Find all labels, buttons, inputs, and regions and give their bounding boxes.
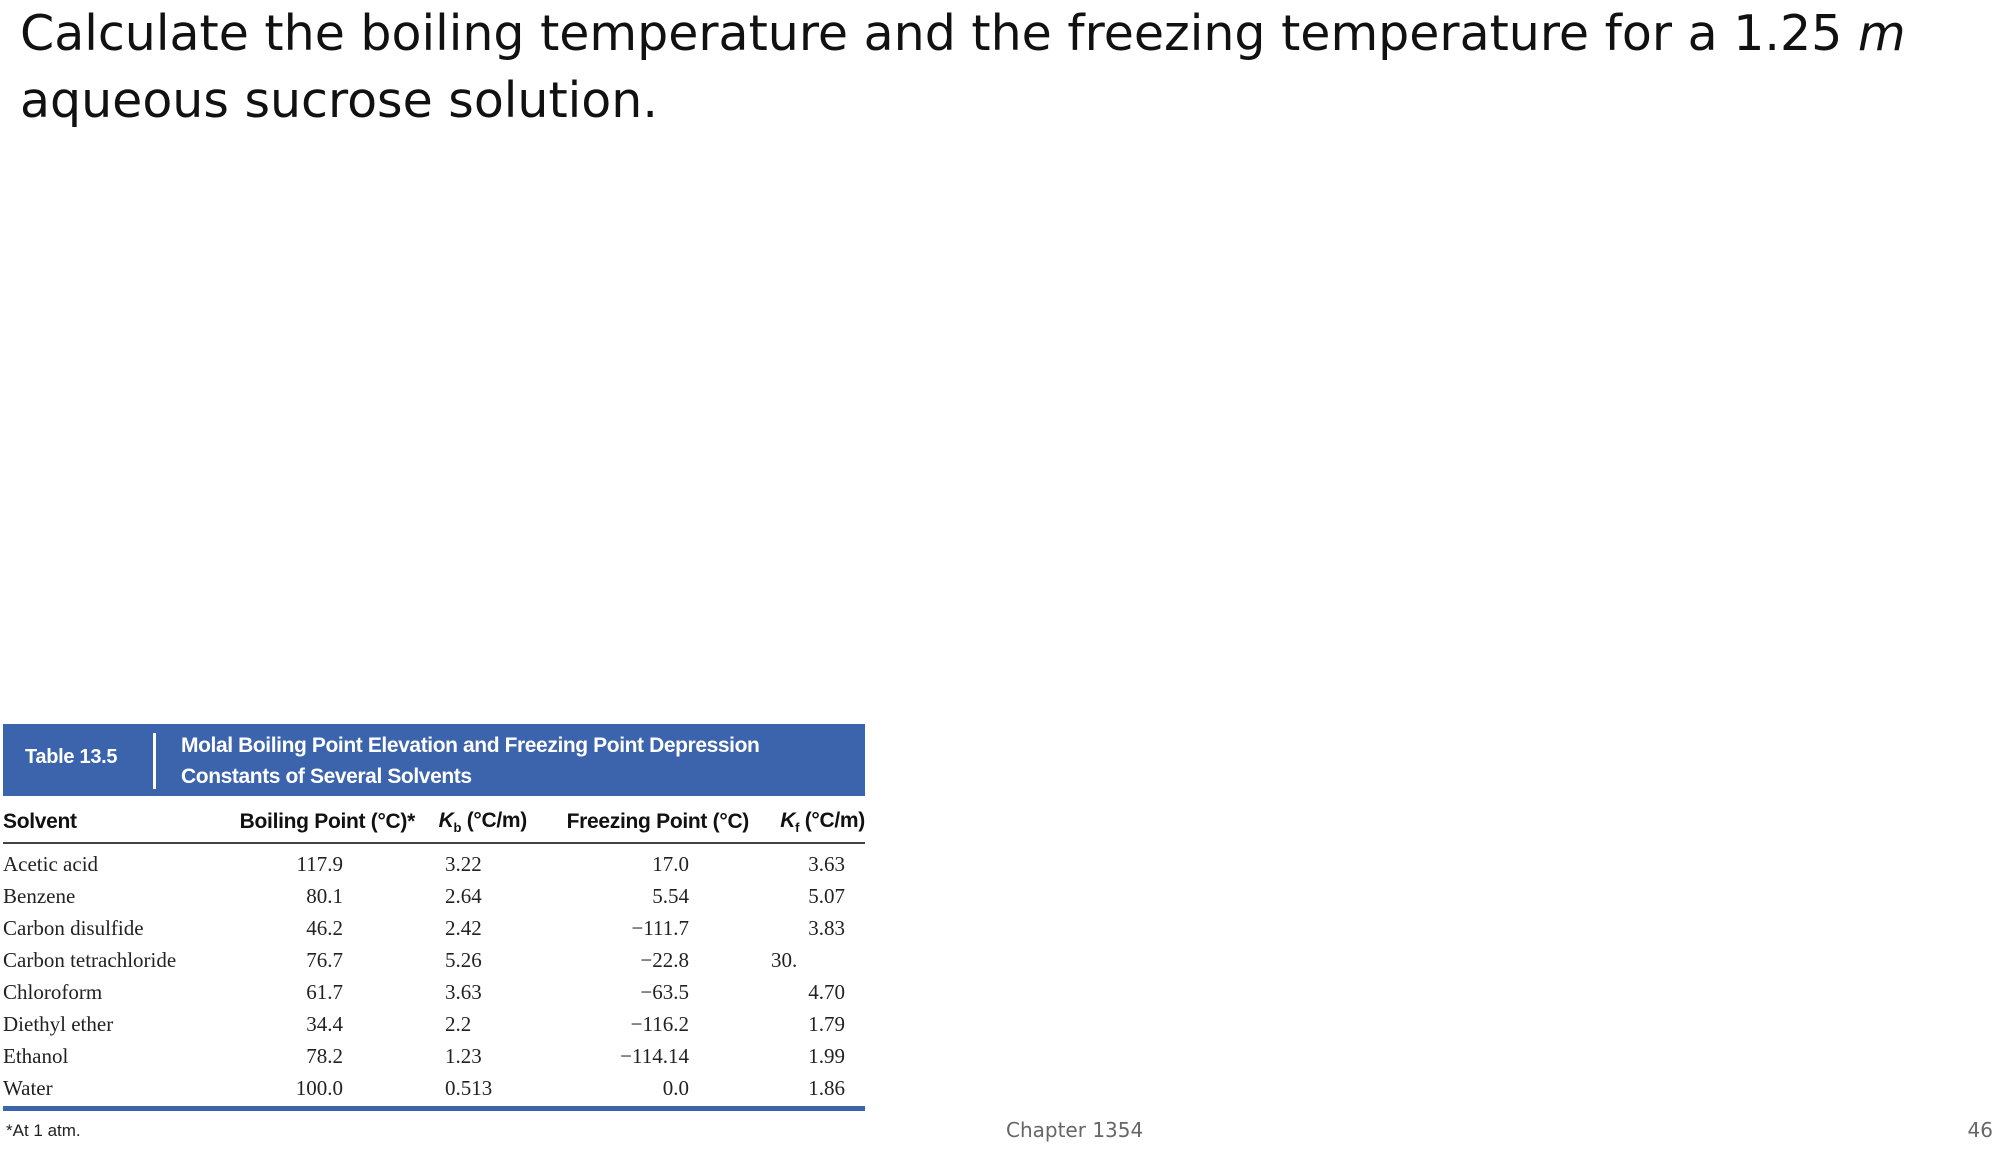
table-row: Acetic acid 117.9 3.22 17.0 3.63 <box>3 843 865 880</box>
cell-boiling-point: 61.7 <box>306 979 343 1004</box>
cell-boiling-point: 78.2 <box>306 1043 343 1068</box>
cell-freezing-point: −114.14 <box>620 1043 689 1068</box>
constants-table: Solvent Boiling Point (°C)* Kb (°C/m) Fr… <box>3 808 865 1104</box>
header-kf-symbol: K <box>780 808 796 832</box>
header-freezing-point: Freezing Point (°C) <box>527 808 749 844</box>
cell-kb: 2.2 <box>445 1011 472 1036</box>
cell-solvent: Chloroform <box>3 979 103 1004</box>
cell-kb: 0.513 <box>445 1075 493 1100</box>
cell-kf: 4.70 <box>808 979 845 1004</box>
header-kb-symbol: K <box>438 808 454 832</box>
header-kb: Kb (°C/m) <box>415 808 528 844</box>
question-text-before: Calculate the boiling temperature and th… <box>20 5 1858 62</box>
header-kb-unit: (°C/m) <box>461 808 528 832</box>
cell-solvent: Carbon disulfide <box>3 915 144 940</box>
cell-solvent: Acetic acid <box>3 851 99 876</box>
cell-boiling-point: 46.2 <box>306 915 343 940</box>
cell-kf: 30. <box>771 947 798 972</box>
cell-boiling-point: 117.9 <box>296 851 343 876</box>
cell-solvent: Benzene <box>3 883 76 908</box>
cell-freezing-point: 5.54 <box>652 883 689 908</box>
cell-kb: 2.64 <box>445 883 482 908</box>
table-banner: Table 13.5 Molal Boiling Point Elevation… <box>3 724 865 796</box>
table-row: Diethyl ether 34.4 2.2 −116.2 1.79 <box>3 1008 865 1040</box>
header-solvent: Solvent <box>3 808 208 844</box>
cell-kb: 2.42 <box>445 915 482 940</box>
cell-kf: 1.86 <box>808 1075 845 1100</box>
table-number: Table 13.5 <box>25 746 118 768</box>
table-header-row: Solvent Boiling Point (°C)* Kb (°C/m) Fr… <box>3 808 866 844</box>
cell-boiling-point: 80.1 <box>306 883 343 908</box>
cell-kb: 3.22 <box>445 851 482 876</box>
header-boiling-point: Boiling Point (°C)* <box>208 808 415 844</box>
header-kb-subscript: b <box>453 820 462 836</box>
footer-chapter: Chapter 1354 <box>1006 1118 1144 1142</box>
cell-solvent: Diethyl ether <box>3 1011 114 1036</box>
cell-kb: 1.23 <box>445 1043 482 1068</box>
table-row: Carbon disulfide 46.2 2.42 −111.7 3.83 <box>3 912 865 944</box>
cell-freezing-point: −116.2 <box>630 1011 689 1036</box>
cell-kf: 3.63 <box>808 851 845 876</box>
solvent-constants-table: Table 13.5 Molal Boiling Point Elevation… <box>3 724 865 1141</box>
table-row: Chloroform 61.7 3.63 −63.5 4.70 <box>3 976 865 1008</box>
table-row: Water 100.0 0.513 0.0 1.86 <box>3 1072 865 1104</box>
table-row: Ethanol 78.2 1.23 −114.14 1.99 <box>3 1040 865 1072</box>
cell-kb: 3.63 <box>445 979 482 1004</box>
table-bottom-rule <box>3 1106 865 1111</box>
cell-freezing-point: 0.0 <box>662 1075 689 1100</box>
cell-freezing-point: 17.0 <box>652 851 689 876</box>
cell-kf: 1.99 <box>808 1043 845 1068</box>
cell-solvent: Carbon tetrachloride <box>3 947 177 972</box>
table-title: Molal Boiling Point Elevation and Freezi… <box>181 734 760 788</box>
banner-divider <box>153 733 156 789</box>
cell-kf: 5.07 <box>808 883 845 908</box>
header-kf: Kf (°C/m) <box>749 808 866 844</box>
table-row: Carbon tetrachloride 76.7 5.26 −22.8 30. <box>3 944 865 976</box>
cell-freezing-point: −111.7 <box>631 915 689 940</box>
cell-freezing-point: −22.8 <box>640 947 689 972</box>
question-text: Calculate the boiling temperature and th… <box>20 0 1995 134</box>
table-row: Benzene 80.1 2.64 5.54 5.07 <box>3 880 865 912</box>
question-text-after: aqueous sucrose solution. <box>20 72 658 129</box>
cell-solvent: Water <box>3 1075 53 1100</box>
cell-boiling-point: 100.0 <box>295 1075 343 1100</box>
cell-kf: 3.83 <box>808 915 845 940</box>
header-kf-unit: (°C/m) <box>799 808 866 832</box>
cell-solvent: Ethanol <box>3 1043 69 1068</box>
cell-freezing-point: −63.5 <box>640 979 689 1004</box>
molality-unit: m <box>1857 5 1906 62</box>
header-kf-subscript: f <box>795 820 800 836</box>
slide-number: 46 <box>1967 1118 1993 1142</box>
cell-kf: 1.79 <box>808 1011 845 1036</box>
cell-boiling-point: 34.4 <box>306 1011 343 1036</box>
cell-boiling-point: 76.7 <box>306 947 343 972</box>
cell-kb: 5.26 <box>445 947 482 972</box>
table-footnote: *At 1 atm. <box>6 1121 81 1140</box>
